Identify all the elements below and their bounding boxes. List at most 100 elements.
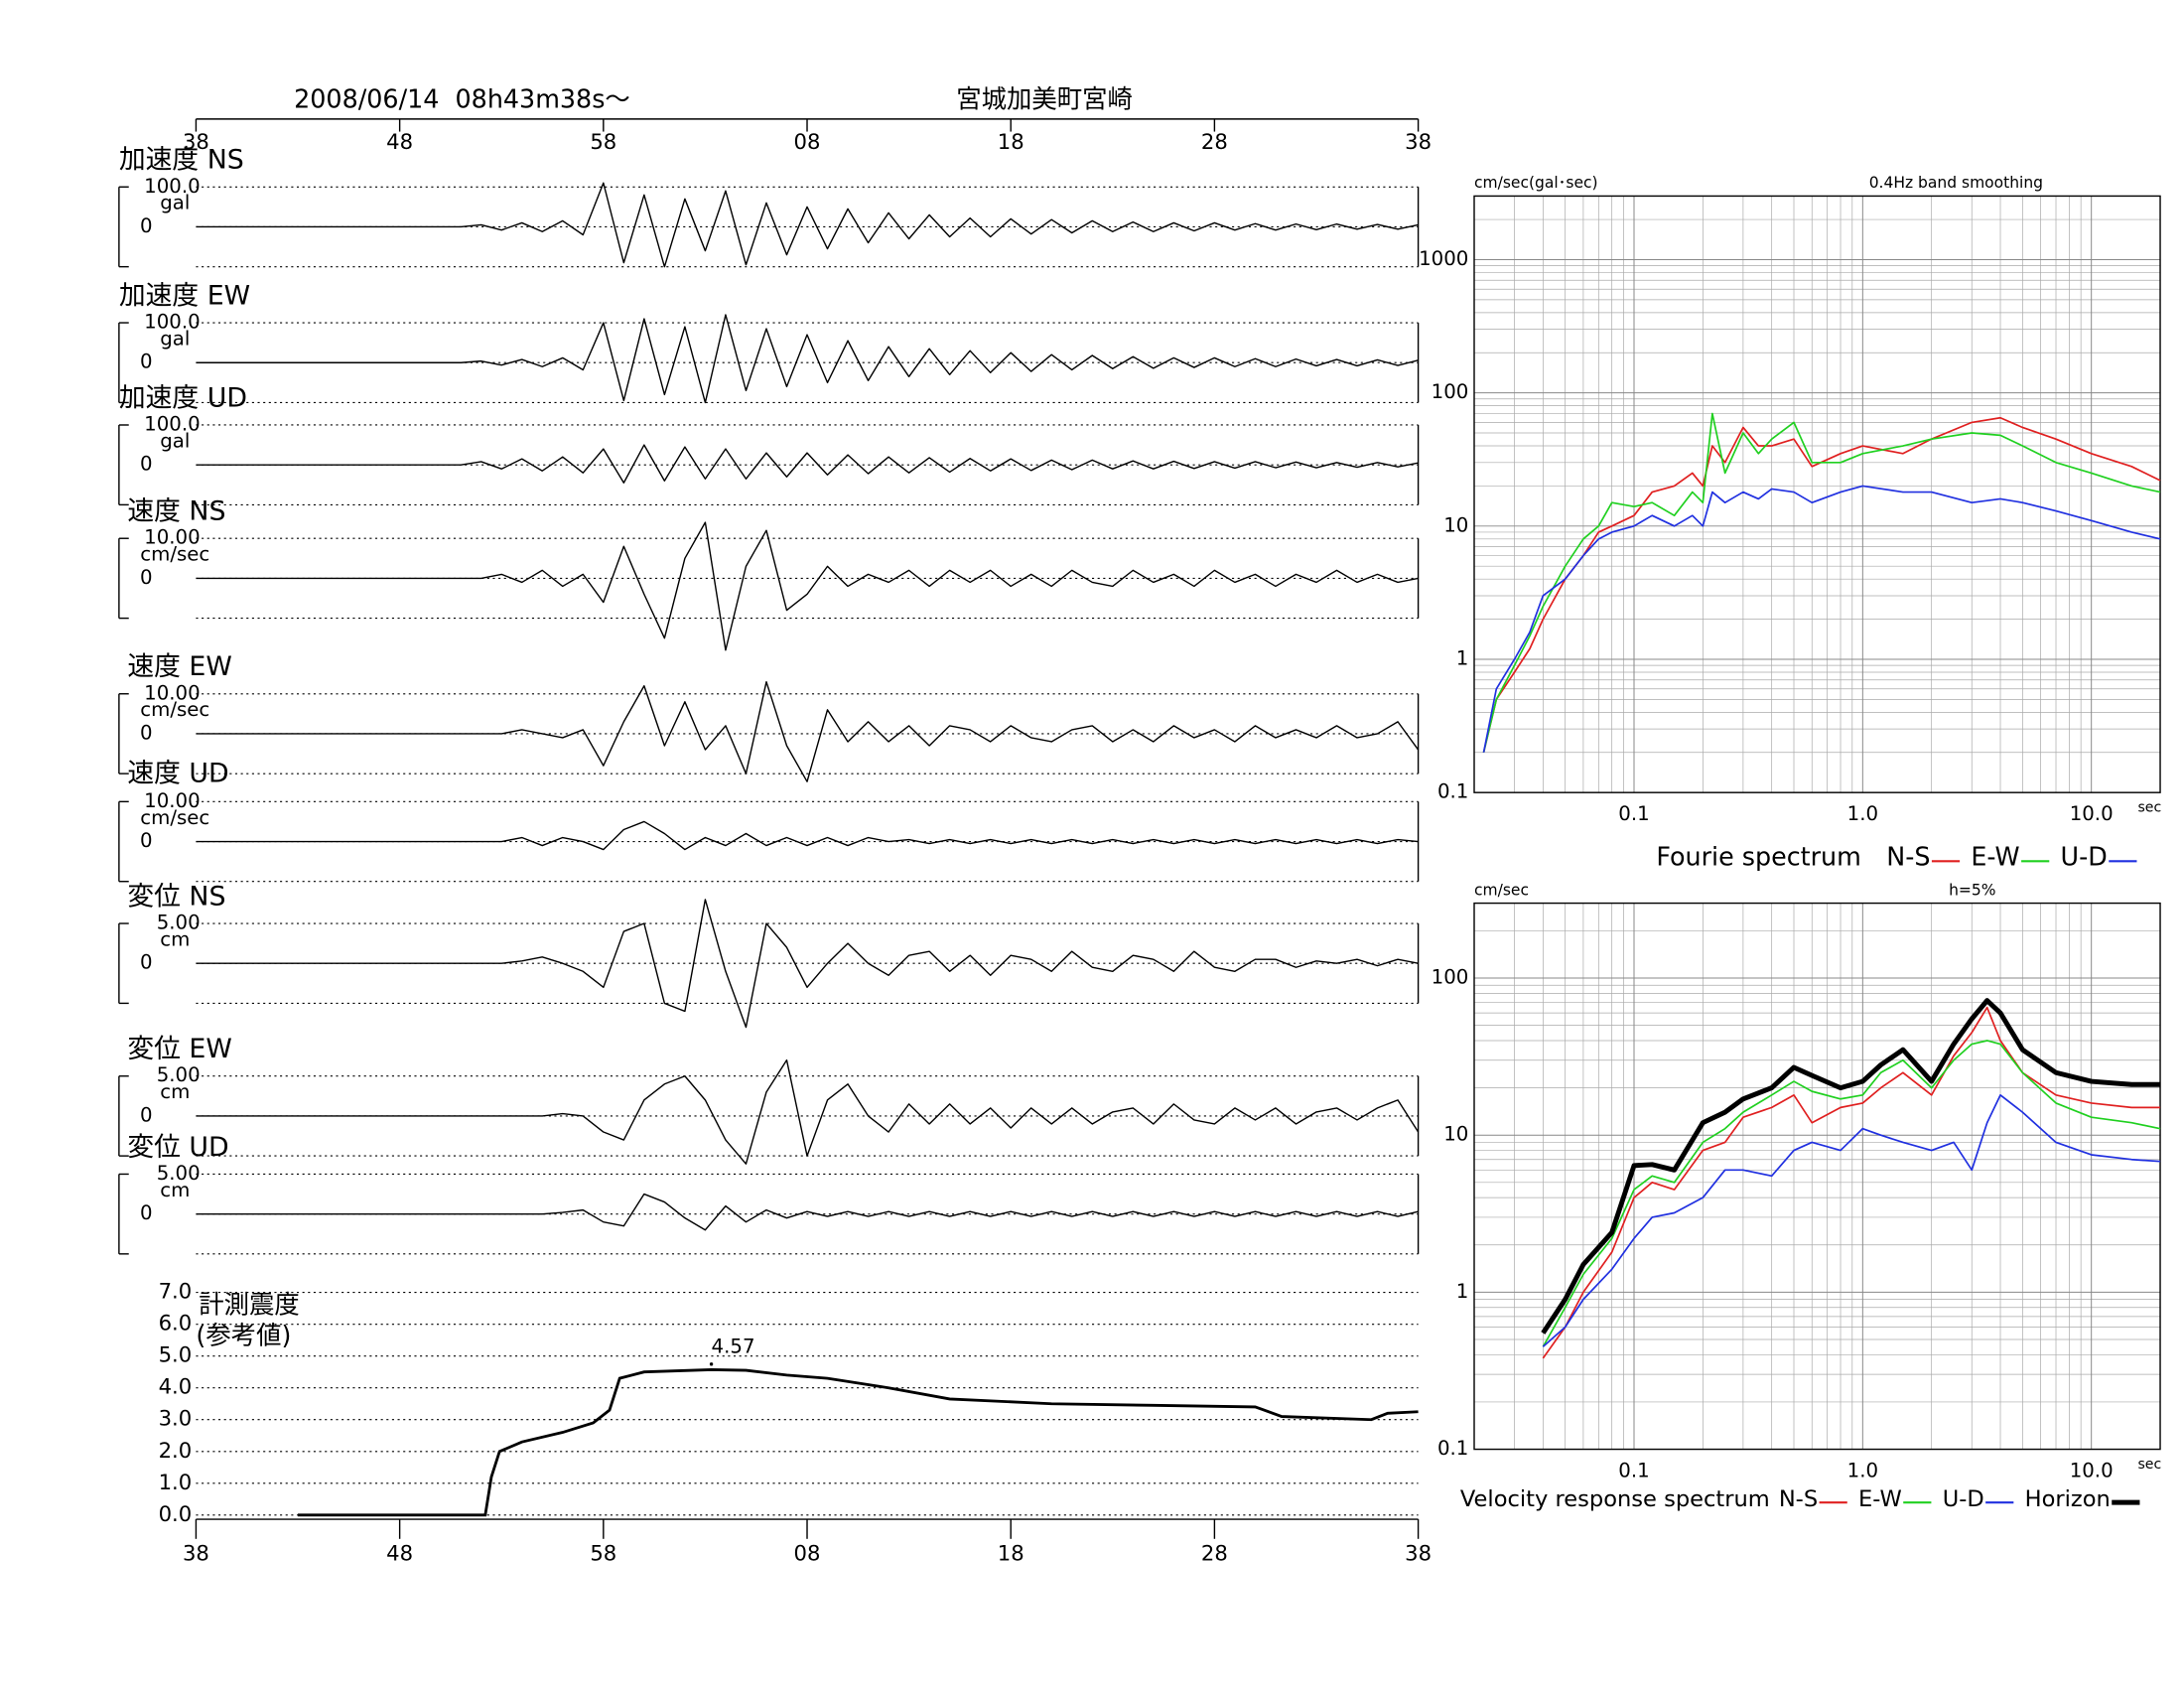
waveform: [196, 1193, 1419, 1231]
legend-label: Horizon: [2025, 1486, 2111, 1512]
y-tick-label: 2.0: [159, 1438, 193, 1463]
y-tick-label: 0.0: [159, 1501, 193, 1526]
y-tick-label: 5.00: [157, 1162, 201, 1185]
waveform: [196, 314, 1419, 404]
y-tick-label: 10: [1443, 513, 1468, 536]
x-tick-label: 28: [1201, 129, 1228, 154]
y-tick-label: 10: [1443, 1123, 1468, 1146]
spectrum-line: [1541, 998, 2161, 1335]
trace-name: 変位 UD: [127, 1132, 228, 1163]
y-tick-label: 7.0: [159, 1279, 193, 1304]
waveform: [196, 680, 1420, 782]
station-name: 宮城加美町宮崎: [956, 84, 1133, 114]
unit-label: gal: [160, 327, 190, 350]
unit-label: cm: [160, 1080, 190, 1103]
y-tick-label: 4.0: [159, 1374, 193, 1399]
y-tick-label: 0: [140, 214, 153, 237]
x-tick-label: 58: [590, 129, 616, 154]
y-tick-label: 100.0: [144, 311, 201, 334]
x-tick-label: 38: [1405, 129, 1432, 154]
trace-name: 速度 NS: [127, 496, 225, 527]
y-tick-label: 10.00: [144, 526, 201, 549]
legend-label: N-S: [1886, 841, 1930, 871]
intensity-subtitle: (参考値): [196, 1321, 291, 1350]
legend-label: E-W: [1971, 841, 2019, 871]
y-tick-label: 100.0: [144, 412, 201, 435]
x-tick-label: 28: [1201, 1540, 1228, 1565]
x-tick-label: 48: [386, 1540, 413, 1565]
y-tick-label: 0: [140, 1201, 153, 1224]
trace-name: 速度 EW: [127, 651, 231, 682]
y-tick-label: 1.0: [159, 1470, 193, 1494]
x-tick-label: 1.0: [1847, 1460, 1878, 1482]
legend-title: Velocity response spectrum: [1460, 1486, 1770, 1512]
waveform: [196, 820, 1419, 851]
x-tick-label: 48: [386, 129, 413, 154]
x-tick-label: 10.0: [2070, 1460, 2114, 1482]
y-tick-label: 100: [1432, 380, 1469, 403]
y-tick-label: 1: [1456, 1280, 1469, 1303]
unit-label: cm: [160, 1179, 190, 1201]
x-tick-label: 38: [183, 1540, 209, 1565]
y-tick-label: 100: [1432, 966, 1469, 989]
spectrum-line: [1542, 1040, 2161, 1347]
waveform: [196, 182, 1419, 268]
trace-name: 加速度 EW: [119, 280, 250, 311]
peak-dot: [709, 1362, 714, 1366]
y-tick-label: 100.0: [144, 175, 201, 198]
unit-label: gal: [160, 192, 190, 214]
x-tick-label: 18: [998, 129, 1024, 154]
y-tick-label: 5.00: [157, 912, 201, 934]
y-axis-label: cm/sec(gal･sec): [1474, 174, 1598, 192]
trace-name: 変位 NS: [127, 881, 225, 912]
legend-label: U-D: [2061, 841, 2108, 871]
waveform: [196, 521, 1419, 651]
intensity-line: [298, 1368, 1419, 1517]
x-axis-label: sec: [2137, 800, 2161, 816]
x-tick-label: 08: [794, 129, 821, 154]
unit-label: cm: [160, 927, 190, 950]
y-tick-label: 1000: [1419, 247, 1468, 270]
trace-name: 加速度 UD: [119, 382, 247, 413]
plot-frame: [1473, 902, 2161, 1451]
legend-title: Fourie spectrum: [1656, 841, 1861, 871]
plot-frame: [1473, 195, 2161, 793]
spectrum-line: [1542, 1093, 2161, 1347]
waveform: [196, 899, 1419, 1029]
y-tick-label: 0: [140, 566, 153, 589]
annotation: h=5%: [1949, 881, 1995, 899]
x-tick-label: 10.0: [2070, 802, 2114, 825]
x-tick-label: 38: [183, 129, 209, 154]
waveform: [196, 1058, 1420, 1165]
x-tick-label: 1.0: [1847, 802, 1878, 825]
y-tick-label: 10.00: [144, 681, 201, 704]
x-tick-label: 0.1: [1618, 802, 1649, 825]
y-tick-label: 5.0: [159, 1342, 193, 1367]
y-tick-label: 0: [140, 721, 153, 744]
x-axis-label: sec: [2137, 1457, 2161, 1473]
spectrum-line: [1482, 485, 2161, 753]
intensity-title: 計測震度: [199, 1290, 300, 1320]
waveform: [196, 444, 1419, 484]
x-tick-label: 18: [998, 1540, 1024, 1565]
unit-label: gal: [160, 429, 190, 452]
x-tick-label: 0.1: [1618, 1460, 1649, 1482]
peak-label: 4.57: [712, 1335, 755, 1357]
x-tick-label: 58: [590, 1540, 616, 1565]
spectrum-line: [1482, 412, 2161, 753]
y-tick-label: 6.0: [159, 1311, 193, 1336]
x-tick-label: 08: [794, 1540, 821, 1565]
y-tick-label: 0.1: [1437, 780, 1468, 803]
y-tick-label: 3.0: [159, 1406, 193, 1431]
y-tick-label: 0: [140, 351, 153, 373]
legend-label: E-W: [1858, 1486, 1902, 1512]
unit-label: cm/sec: [140, 806, 209, 829]
record-time: 2008/06/14 08h43m38s〜: [294, 84, 630, 114]
y-tick-label: 0: [140, 829, 153, 852]
annotation: 0.4Hz band smoothing: [1869, 174, 2043, 192]
legend-label: N-S: [1779, 1486, 1818, 1512]
y-tick-label: 5.00: [157, 1063, 201, 1086]
